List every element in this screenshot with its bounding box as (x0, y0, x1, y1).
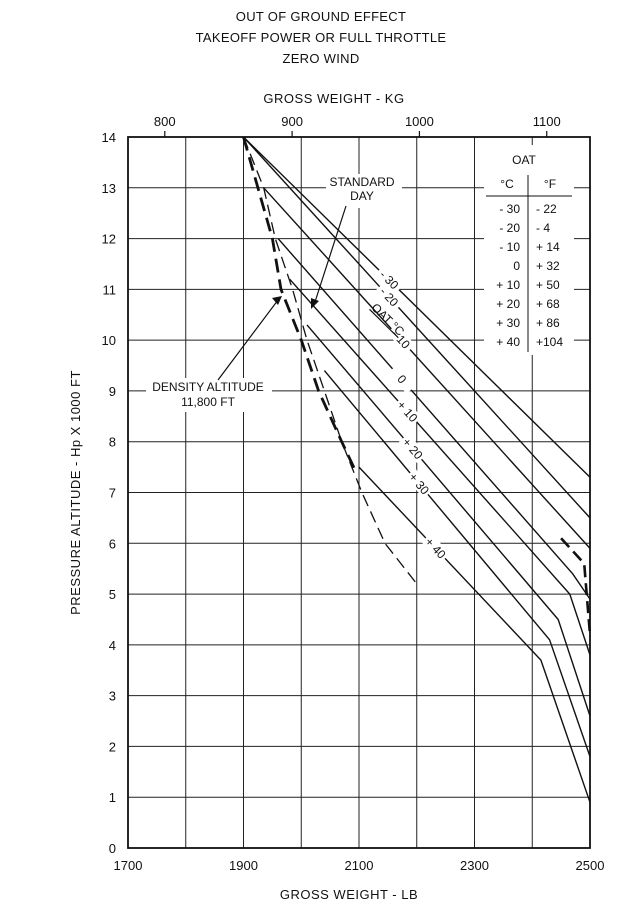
oat-table-cell-c-2: - 10 (499, 240, 520, 254)
x2-tick-label-1000: 1000 (405, 114, 434, 129)
y-tick-label-1: 1 (109, 790, 116, 805)
x-tick-label-1700: 1700 (114, 858, 143, 873)
series-label-bg-6 (405, 468, 434, 499)
oat-table-cell-c-3: 0 (513, 259, 520, 273)
right-dashed-boundary (560, 537, 592, 635)
series-label-bg-2 (386, 324, 416, 354)
series-layer: - 30 - 20 - 10 0 + 10 + 20 + 30 + 40 (242, 136, 591, 803)
x-tick-label-2300: 2300 (460, 858, 489, 873)
series-line-oat-1 (242, 136, 591, 519)
x2-tick-label-900: 900 (281, 114, 303, 129)
y-tick-label-8: 8 (109, 435, 116, 450)
plot-frame (127, 136, 591, 849)
y-tick-label-2: 2 (109, 739, 116, 754)
oat-table-header-f: °F (544, 177, 556, 191)
dashed-boundaries (242, 136, 592, 635)
density-altitude-label-bg (146, 378, 272, 412)
y-tick-label-12: 12 (102, 232, 116, 247)
y-tick-label-11: 11 (103, 282, 117, 297)
oat-table: OAT °C °F - 30 - 22 - 20 - 4 - 10 + 14 0 + 32 + 10 +… (484, 145, 574, 355)
standard-day-leader (313, 205, 347, 306)
chart-header: OUT OF GROUND EFFECT TAKEOFF POWER OR FU… (0, 6, 642, 69)
y-tick-label-6: 6 (109, 536, 116, 551)
density-altitude-leader (217, 299, 279, 381)
series-label-bg-5 (398, 433, 427, 464)
oat-table-header-c: °C (500, 177, 514, 191)
series-label-bg-0 (374, 265, 404, 295)
y-tick-label-4: 4 (109, 638, 116, 653)
x-tick-label-2500: 2500 (576, 858, 605, 873)
series-line-oat-3 (277, 238, 591, 600)
y-tick-label-13: 13 (102, 181, 116, 196)
series-label-bg-4 (393, 396, 422, 426)
header-line-3: ZERO WIND (282, 51, 360, 66)
oat-table-cell-f-4: + 50 (536, 278, 560, 292)
y-axis-label: PRESSURE ALTITUDE - Hp X 1000 FT (68, 370, 83, 615)
oat-table-cell-c-1: - 20 (499, 221, 520, 235)
density-altitude-label-line2: 11,800 FT (181, 395, 235, 409)
series-line-oat-4 (289, 278, 591, 656)
series-line-oat-2 (263, 187, 591, 549)
oat-table-cell-f-2: + 14 (536, 240, 560, 254)
density-altitude-label-line1: DENSITY ALTITUDE (152, 380, 264, 394)
x-tick-label-1900: 1900 (229, 858, 258, 873)
density-altitude-arrowhead (272, 296, 282, 305)
oat-table-cell-c-4: + 10 (496, 278, 520, 292)
x-axis-label: GROSS WEIGHT - LB (280, 887, 418, 902)
x2-tick-label-800: 800 (154, 114, 176, 129)
oat-table-cell-c-5: + 20 (496, 297, 520, 311)
y-tick-label-14: 14 (102, 130, 116, 145)
oat-table-cell-c-6: + 30 (496, 316, 520, 330)
oat-table-cell-c-7: + 40 (496, 335, 520, 349)
oat-table-cell-f-5: + 68 (536, 297, 560, 311)
standard-day-label-line1: STANDARD (329, 175, 394, 189)
y-tick-label-10: 10 (102, 333, 116, 348)
x-tick-label-2100: 2100 (345, 858, 374, 873)
header-line-1: OUT OF GROUND EFFECT (235, 9, 407, 24)
x2-axis-label: GROSS WEIGHT - KG (263, 91, 404, 106)
oat-table-cell-f-3: + 32 (536, 259, 560, 273)
standard-day-label-bg (326, 174, 402, 208)
oat-table-cell-f-1: - 4 (536, 221, 550, 235)
y-tick-label-9: 9 (109, 384, 116, 399)
oat-table-cell-f-0: - 22 (536, 202, 557, 216)
series-label-bg-3 (388, 364, 417, 394)
series-line-oat-6 (323, 370, 591, 757)
standard-day-arrowhead (311, 298, 319, 309)
y-tick-label-5: 5 (109, 587, 116, 602)
oat-table-cell-c-0: - 30 (499, 202, 520, 216)
y-tick-label-7: 7 (109, 486, 116, 501)
oat-table-cell-f-6: + 86 (536, 316, 560, 330)
x2-tick-label-1100: 1100 (533, 114, 561, 129)
series-label-bg-7 (421, 533, 451, 563)
series-line-oat-5 (306, 324, 591, 717)
series-label-bg-1 (375, 281, 404, 312)
header-line-2: TAKEOFF POWER OR FULL THROTTLE (195, 30, 447, 45)
oat-table-bg (484, 145, 574, 355)
y-tick-label-0: 0 (109, 841, 116, 856)
y-tick-label-3: 3 (109, 689, 116, 704)
oat-table-cell-f-7: +104 (536, 335, 563, 349)
standard-day-line (242, 136, 418, 585)
series-line-oat-0 (243, 136, 591, 478)
grid-layer (127, 136, 591, 849)
series-line-oat-7 (358, 466, 591, 803)
oat-table-title: OAT (512, 153, 536, 167)
standard-day-label-line2: DAY (350, 189, 374, 203)
